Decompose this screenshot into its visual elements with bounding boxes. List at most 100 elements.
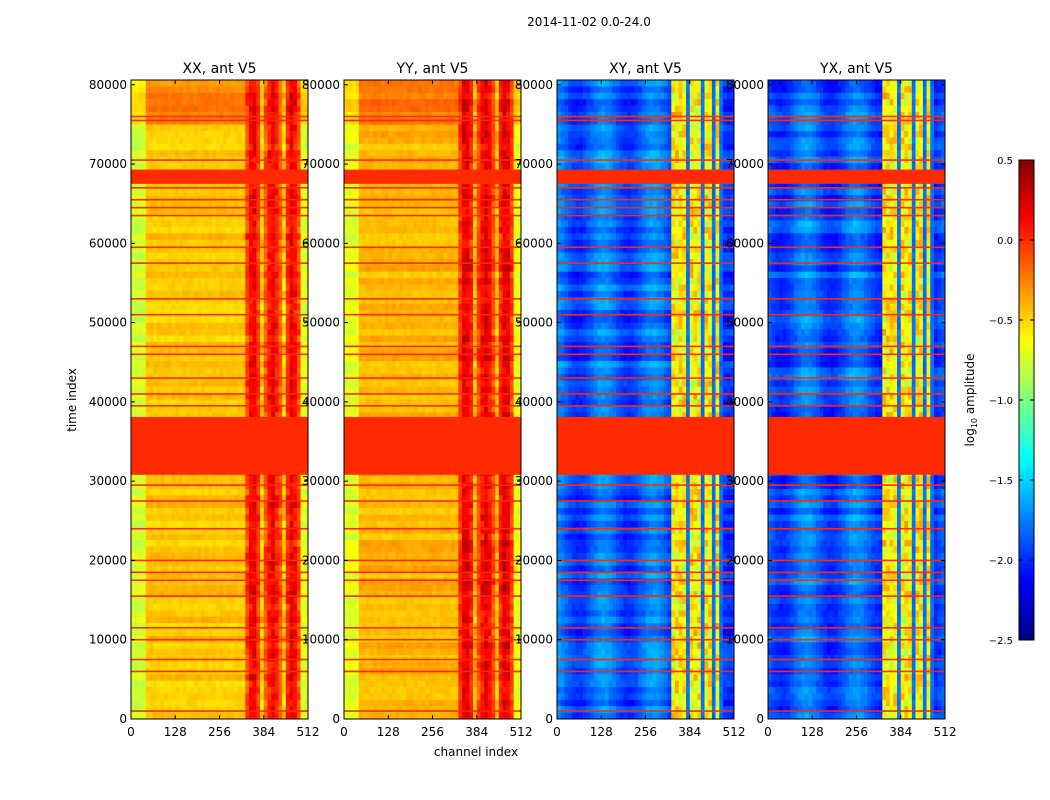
heatmap-cell (190, 163, 194, 170)
heatmap-cell (215, 195, 220, 202)
heatmap-cell (164, 252, 169, 260)
heatmap-cell (160, 373, 165, 381)
heatmap-cell (289, 207, 294, 215)
heatmap-cell (138, 514, 143, 522)
heatmap-cell (285, 354, 290, 362)
heatmap-cell (186, 361, 191, 368)
heatmap-cell (197, 488, 202, 496)
heatmap-cell (156, 706, 161, 713)
heatmap-cell (149, 214, 154, 221)
heatmap-cell (164, 597, 169, 605)
heatmap-cell (138, 182, 143, 189)
heatmap-cell (293, 239, 298, 247)
heatmap-cell (285, 520, 290, 528)
heatmap-cell (201, 290, 206, 298)
heatmap-cell (193, 265, 198, 272)
heatmap-cell (197, 361, 202, 368)
heatmap-cell (256, 616, 261, 624)
heatmap-cell (432, 86, 437, 94)
heatmap-cell (167, 150, 172, 157)
heatmap-cell (142, 163, 147, 170)
heatmap-cell (171, 552, 176, 560)
heatmap-cell (160, 508, 165, 515)
heatmap-cell (296, 265, 301, 272)
heatmap-cell (145, 674, 150, 681)
heatmap-cell (145, 687, 150, 694)
heatmap-cell (498, 80, 503, 87)
heatmap-cell (164, 572, 169, 579)
heatmap-cell (278, 86, 283, 94)
heatmap-cell (153, 220, 158, 228)
heatmap-cell (271, 278, 276, 285)
heatmap-cell (134, 341, 139, 349)
heatmap-cell (304, 131, 309, 138)
heatmap-cell (197, 92, 202, 100)
heatmap-cell (201, 207, 206, 215)
heatmap-cell (278, 527, 283, 534)
heatmap-cell (237, 661, 242, 669)
heatmap-cell (167, 488, 172, 496)
heatmap-cell (300, 124, 305, 132)
heatmap-cell (160, 533, 165, 541)
heatmap-cell (156, 476, 161, 483)
heatmap-cell (134, 246, 139, 253)
heatmap-cell (260, 603, 265, 611)
heatmap-cell (296, 655, 301, 662)
heatmap-cell (193, 124, 198, 132)
heatmap-cell (197, 297, 202, 304)
heatmap-cell (296, 508, 301, 515)
heatmap-cell (156, 188, 161, 196)
heatmap-cell (171, 597, 176, 605)
heatmap-cell (178, 680, 183, 688)
heatmap-cell (256, 680, 261, 688)
heatmap-cell (204, 380, 209, 388)
heatmap-cell (282, 80, 287, 87)
heatmap-cell (212, 680, 217, 688)
heatmap-cell (274, 373, 279, 381)
heatmap-cell (249, 693, 253, 701)
heatmap-cell (178, 258, 183, 266)
heatmap-cell (234, 603, 239, 611)
heatmap-cell (304, 233, 309, 241)
heatmap-cell (454, 80, 459, 87)
heatmap-cell (145, 380, 150, 388)
heatmap-cell (201, 693, 206, 701)
heatmap-cell (182, 629, 187, 637)
heatmap-cell (134, 546, 139, 554)
heatmap-cell (182, 412, 187, 419)
heatmap-cell (171, 163, 176, 170)
heatmap-cell (245, 629, 250, 637)
heatmap-cell (178, 361, 183, 368)
heatmap-cell (296, 591, 301, 598)
heatmap-cell (131, 623, 135, 630)
heatmap-cell (256, 361, 261, 368)
heatmap-cell (171, 297, 176, 304)
heatmap-cell (201, 527, 206, 534)
heatmap-cell (208, 642, 213, 650)
heatmap-cell (160, 290, 165, 298)
heatmap-cell (256, 367, 261, 375)
heatmap-cell (145, 642, 150, 650)
heatmap-cell (201, 195, 206, 202)
heatmap-cell (164, 476, 169, 483)
heatmap-cell (149, 514, 154, 522)
heatmap-cell (377, 92, 382, 100)
heatmap-cell (278, 572, 283, 579)
heatmap-cell (304, 514, 309, 522)
heatmap-cell (237, 706, 242, 713)
heatmap-cell (223, 303, 228, 311)
heatmap-cell (182, 386, 187, 394)
heatmap-cell (204, 86, 209, 94)
heatmap-cell (164, 603, 169, 611)
heatmap-cell (171, 680, 176, 688)
heatmap-cell (237, 335, 242, 343)
heatmap-cell (274, 118, 279, 126)
heatmap-cell (160, 578, 165, 586)
heatmap-cell (245, 495, 250, 503)
heatmap-cell (171, 661, 176, 669)
heatmap-cell (208, 648, 213, 656)
heatmap-cell (134, 508, 139, 515)
heatmap-cell (182, 86, 187, 94)
heatmap-cell (167, 623, 172, 630)
heatmap-cell (142, 354, 147, 362)
